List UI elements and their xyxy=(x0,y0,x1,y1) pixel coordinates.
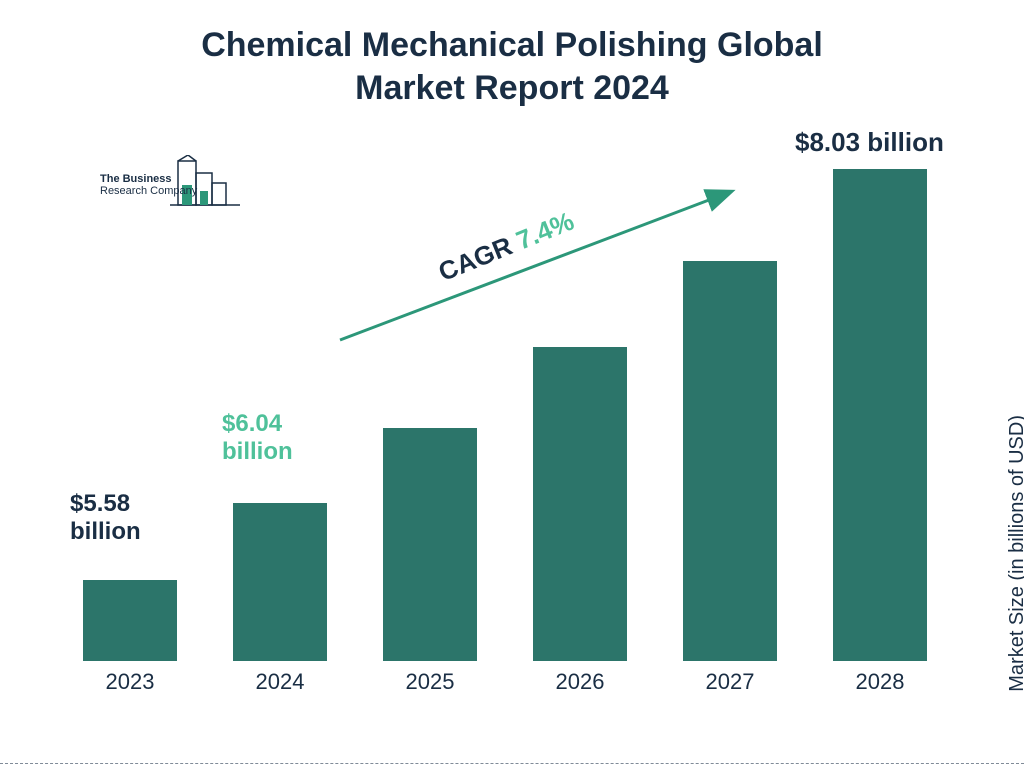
x-axis-label: 2023 xyxy=(106,669,155,695)
bar-wrap: 2024 xyxy=(220,503,340,661)
bars-container: 2023 20242025202620272028 xyxy=(70,170,940,662)
chart-title: Chemical Mechanical Polishing Global Mar… xyxy=(112,24,912,109)
value-label: $5.58billion xyxy=(70,490,141,545)
x-axis-label: 2024 xyxy=(256,669,305,695)
x-axis-label: 2028 xyxy=(856,669,905,695)
bar-wrap: 2027 xyxy=(670,261,790,661)
bar-wrap: 2028 xyxy=(820,169,940,661)
bar xyxy=(833,169,927,661)
footer-divider xyxy=(0,763,1024,764)
bar xyxy=(533,347,627,661)
bar-wrap: 2025 xyxy=(370,428,490,661)
value-label: $6.04billion xyxy=(222,410,293,465)
bar-chart: 202320242025202620272028 xyxy=(70,170,940,700)
bar-wrap: 2026 xyxy=(520,347,640,661)
x-axis-label: 2026 xyxy=(556,669,605,695)
title-line-2: Market Report 2024 xyxy=(112,67,912,110)
value-label: $8.03 billion xyxy=(795,128,944,158)
x-axis-label: 2025 xyxy=(406,669,455,695)
bar xyxy=(83,580,177,661)
bar-wrap: 2023 xyxy=(70,580,190,661)
x-axis-label: 2027 xyxy=(706,669,755,695)
y-axis-label: Market Size (in billions of USD) xyxy=(1006,415,1024,692)
bar xyxy=(683,261,777,661)
bar xyxy=(233,503,327,661)
title-line-1: Chemical Mechanical Polishing Global xyxy=(112,24,912,67)
bar xyxy=(383,428,477,661)
